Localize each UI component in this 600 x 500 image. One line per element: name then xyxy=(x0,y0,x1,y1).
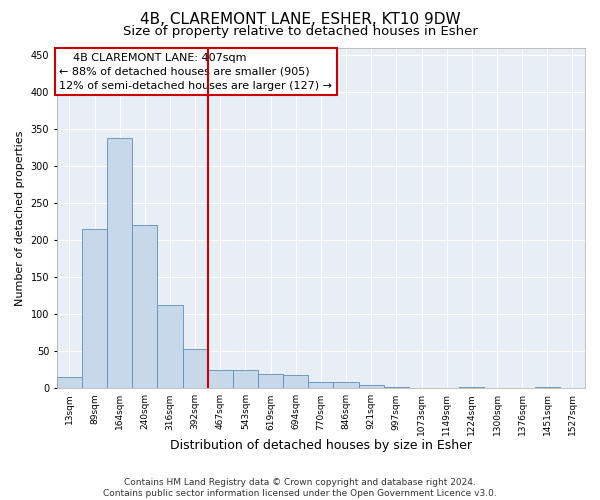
Bar xyxy=(334,382,359,388)
Bar xyxy=(233,370,258,388)
Bar xyxy=(258,374,283,388)
Y-axis label: Number of detached properties: Number of detached properties xyxy=(15,130,25,306)
Bar xyxy=(459,387,484,388)
Text: 4B CLAREMONT LANE: 407sqm
← 88% of detached houses are smaller (905)
12% of semi: 4B CLAREMONT LANE: 407sqm ← 88% of detac… xyxy=(59,52,332,90)
X-axis label: Distribution of detached houses by size in Esher: Distribution of detached houses by size … xyxy=(170,440,472,452)
Text: Contains HM Land Registry data © Crown copyright and database right 2024.
Contai: Contains HM Land Registry data © Crown c… xyxy=(103,478,497,498)
Bar xyxy=(384,387,409,388)
Bar xyxy=(107,138,132,388)
Bar xyxy=(208,370,233,388)
Bar xyxy=(132,226,157,388)
Bar xyxy=(308,382,334,388)
Text: Size of property relative to detached houses in Esher: Size of property relative to detached ho… xyxy=(122,25,478,38)
Bar xyxy=(283,375,308,388)
Text: 4B, CLAREMONT LANE, ESHER, KT10 9DW: 4B, CLAREMONT LANE, ESHER, KT10 9DW xyxy=(140,12,460,28)
Bar xyxy=(359,384,384,388)
Bar xyxy=(182,349,208,389)
Bar xyxy=(157,306,182,388)
Bar xyxy=(82,229,107,388)
Bar xyxy=(57,377,82,388)
Bar xyxy=(535,387,560,388)
